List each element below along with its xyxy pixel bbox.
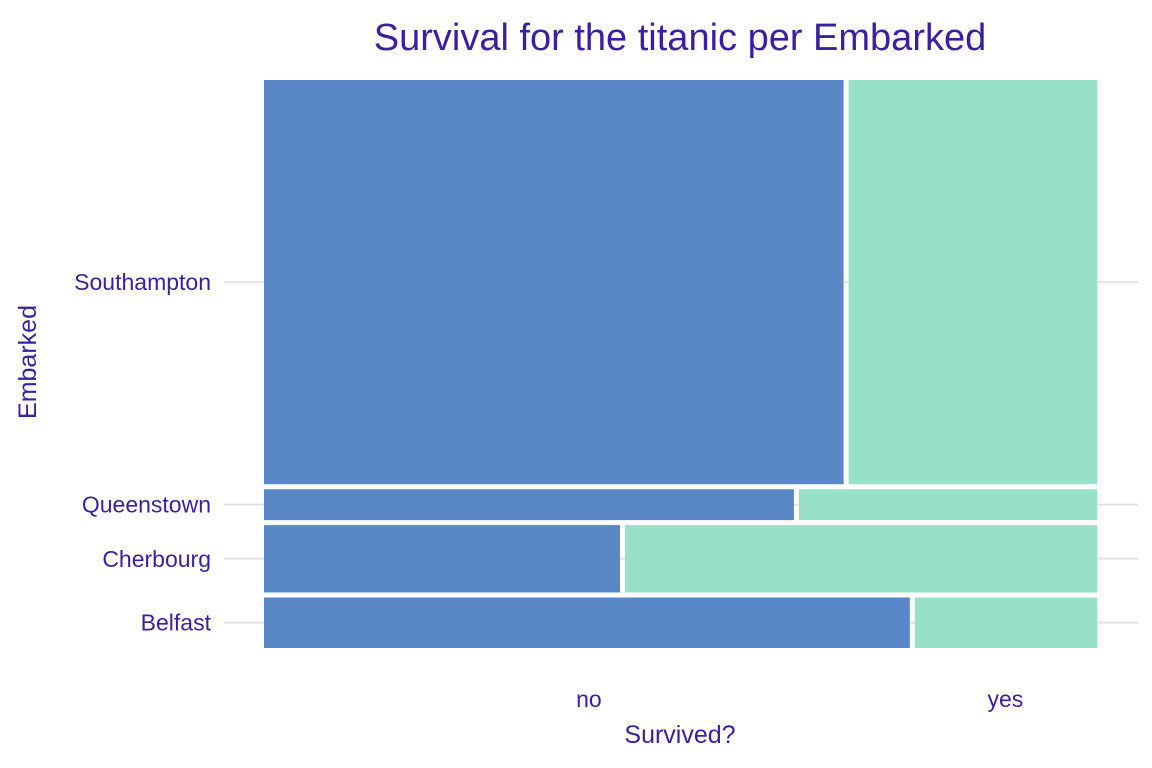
- tile-southampton-no: [264, 80, 844, 485]
- x-axis-title: Survived?: [624, 721, 735, 749]
- y-axis-title: Embarked: [14, 305, 42, 419]
- x-tick-label-no: no: [576, 686, 602, 712]
- y-tick-label-southampton: Southampton: [74, 269, 211, 295]
- y-tick-label-queenstown: Queenstown: [82, 492, 211, 518]
- tile-belfast-yes: [914, 597, 1097, 648]
- y-tick-labels: Southampton Queenstown Cherbourg Belfast: [74, 269, 211, 636]
- tile-cherbourg-no: [264, 525, 621, 593]
- x-tick-labels: no yes: [576, 686, 1023, 712]
- chart-title: Survival for the titanic per Embarked: [374, 17, 987, 59]
- y-tick-label-cherbourg: Cherbourg: [102, 546, 211, 572]
- mosaic-tiles: [264, 80, 1097, 648]
- tile-belfast-no: [264, 597, 910, 648]
- tile-cherbourg-yes: [625, 525, 1097, 593]
- tile-queenstown-yes: [798, 489, 1097, 521]
- tile-southampton-yes: [848, 80, 1097, 485]
- x-tick-label-yes: yes: [987, 686, 1023, 712]
- tile-queenstown-no: [264, 489, 794, 521]
- y-tick-label-belfast: Belfast: [141, 610, 212, 636]
